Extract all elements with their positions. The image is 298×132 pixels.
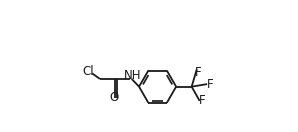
Text: NH: NH: [124, 69, 142, 82]
Text: F: F: [199, 94, 206, 107]
Text: F: F: [207, 78, 213, 91]
Text: F: F: [195, 66, 201, 79]
Text: Cl: Cl: [83, 65, 94, 78]
Text: O: O: [110, 91, 119, 103]
